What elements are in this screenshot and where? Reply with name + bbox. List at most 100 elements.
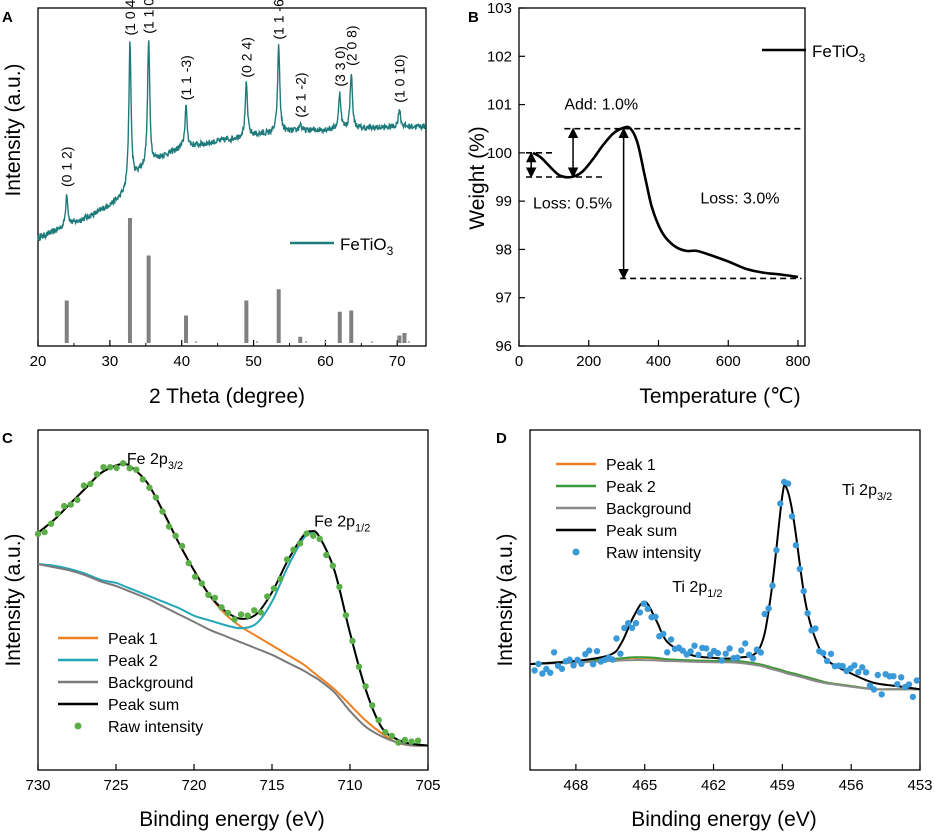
- panel-d-raw-point: [621, 624, 628, 632]
- panel-b-ytick-label: 99: [495, 193, 512, 210]
- panel-c-raw-point: [342, 612, 350, 619]
- panel-d-raw-point: [800, 587, 807, 595]
- panel-d-raw-point: [757, 649, 764, 656]
- panel-a-reference-stick-minor: [324, 341, 327, 343]
- panel-a-xtick-label: 20: [30, 353, 47, 370]
- panel-c-frame: [37, 429, 429, 771]
- panel-c-raw-point: [375, 716, 382, 724]
- panel-a-reference-stick: [276, 289, 281, 343]
- panel-a-peak-label: (0 1 2): [59, 147, 75, 187]
- panel-d-raw-point: [578, 660, 585, 667]
- panel-d-series-background: [529, 659, 920, 691]
- panel-d-raw-point: [761, 610, 768, 618]
- panel-d-raw-point: [726, 645, 733, 652]
- panel-label-b: B: [468, 9, 479, 26]
- panel-d-raw-point: [913, 677, 920, 684]
- panel-d-raw-point: [667, 636, 675, 643]
- panel-c-raw-point: [34, 530, 42, 538]
- panel-c-raw-point: [60, 502, 68, 510]
- panel-a-xlabel: 2 Theta (degree): [149, 385, 305, 408]
- panel-a-peak-label: (1 1 -6): [271, 0, 287, 40]
- panel-a-legend-name: FeTiO: [340, 235, 387, 254]
- panel-c-xlabel: Binding energy (eV): [139, 808, 325, 831]
- panel-c-raw-point: [74, 496, 81, 504]
- panel-b: B Weight (%) Temperature (℃) FeTiO3 96 97…: [466, 0, 866, 408]
- panel-d-raw-point: [586, 647, 593, 654]
- panel-a-legend-sub: 3: [387, 244, 394, 258]
- panel-d-raw-point: [890, 673, 897, 680]
- panel-a-reference-stick: [298, 336, 303, 343]
- panel-d-raw-point: [632, 619, 640, 627]
- panel-a-xtick-label: 60: [317, 353, 334, 370]
- panel-c-raw-point: [336, 583, 343, 591]
- panel-c-raw-point: [205, 591, 212, 598]
- panel-b-ytick-label: 100: [487, 145, 512, 162]
- panel-a-peak-label: (0 2 4): [238, 37, 254, 77]
- panel-d-raw-point: [862, 669, 870, 676]
- panel-d-raw-point: [628, 624, 636, 632]
- panel-c-raw-point: [349, 637, 356, 645]
- panel-b-annotation: Loss: 3.0%: [700, 191, 779, 208]
- panel-d-raw-point: [804, 610, 811, 617]
- panel-c-raw-point: [283, 556, 291, 563]
- panel-d-xtick-label: 459: [770, 777, 795, 794]
- panel-b-ytick-label: 98: [495, 241, 512, 258]
- panel-d-raw-point: [851, 662, 858, 669]
- panel-d-raw-point: [738, 647, 745, 654]
- panel-b-annotation: Add: 1.0%: [564, 96, 638, 113]
- panel-a-peak-label: (1 0 4): [122, 0, 138, 36]
- panel-b-annotation: Loss: 0.5%: [533, 195, 612, 212]
- panel-d-legend-label: Raw intensity: [606, 545, 701, 562]
- panel-b-ylabel: Weight (%): [466, 126, 489, 229]
- panel-a: A Intensity (a.u.) 2 Theta (degree) FeTi…: [2, 0, 427, 408]
- panel-d-xtick-label: 462: [701, 777, 726, 794]
- panel-d-raw-point: [894, 681, 901, 688]
- panel-d-raw-point: [531, 667, 538, 674]
- panel-c-xtick-label: 715: [259, 777, 284, 794]
- panel-c-raw-point: [218, 604, 225, 611]
- panel-d-raw-point: [788, 513, 796, 520]
- panel-d-raw-point: [644, 605, 651, 612]
- panel-c-raw-point: [211, 594, 219, 601]
- panel-d-series-peak-sum: [529, 482, 921, 691]
- panel-d-raw-point: [765, 605, 772, 612]
- panel-d-raw-point: [866, 682, 874, 689]
- panel-a-reference-stick: [402, 333, 407, 343]
- panel-c-xtick-label: 730: [25, 777, 50, 794]
- panel-b-legend-name: FeTiO: [812, 42, 859, 61]
- panel-c-xtick-label: 710: [337, 777, 362, 794]
- panel-a-reference-stick-minor: [256, 341, 259, 343]
- panel-c-raw-point: [185, 559, 192, 567]
- panel-c-raw-point: [120, 460, 127, 467]
- panel-d-raw-point: [640, 600, 647, 607]
- panel-c-raw-point: [198, 580, 205, 587]
- panel-a-reference-stick: [244, 300, 249, 343]
- panel-b-xtick-label: 200: [576, 353, 601, 370]
- panel-d-raw-point: [859, 664, 866, 671]
- panel-c-raw-point: [401, 736, 409, 744]
- panel-a-peak-label: (3 3 0): [332, 46, 348, 86]
- panel-d-annotation: Ti 2p3/2: [842, 482, 892, 503]
- panel-c-raw-point: [106, 464, 114, 471]
- panel-d-raw-point: [714, 649, 722, 657]
- panel-d-raw-point: [812, 625, 819, 632]
- panel-d-raw-point: [550, 649, 558, 656]
- panel-d-raw-point: [839, 662, 846, 670]
- panel-d-annotation-sub: 1/2: [707, 588, 722, 600]
- panel-a-reference-stick-minor: [371, 341, 374, 343]
- panel-d-raw-point: [664, 649, 671, 656]
- panel-c-raw-point: [244, 612, 251, 619]
- panel-c-raw-point: [133, 466, 140, 473]
- panel-d-raw-point: [820, 649, 827, 657]
- panel-b-ytick-label: 96: [495, 338, 512, 355]
- panel-b-legend-sub: 3: [859, 51, 866, 65]
- panel-a-legend-text: FeTiO3: [340, 235, 394, 258]
- panel-c-raw-point: [270, 585, 278, 592]
- panel-c-raw-point: [277, 575, 284, 583]
- panel-c-raw-point: [388, 732, 395, 740]
- panel-d-xtick-label: 453: [907, 777, 932, 794]
- panel-c-raw-point: [251, 607, 258, 614]
- panel-b-xtick-label: 600: [716, 353, 741, 370]
- panel-d-raw-point: [827, 650, 835, 658]
